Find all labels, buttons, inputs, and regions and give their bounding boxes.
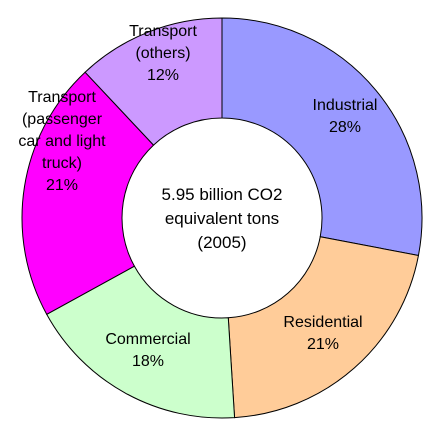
slice-label: Industrial 28%	[313, 97, 378, 136]
slice-label-line: truck)	[42, 155, 82, 172]
slice-label-line: Transport	[129, 23, 197, 40]
donut-slices	[21, 17, 423, 419]
slice-transport-passenger-car-and-light-truck	[21, 71, 155, 316]
slice-label-line: (others)	[135, 45, 190, 62]
slice-label: Commercial 18%	[105, 331, 190, 370]
center-label-line: 5.95 billion CO2	[162, 185, 283, 204]
slice-label-line: 12%	[147, 67, 179, 84]
slice-label-line: (passenger	[22, 111, 103, 128]
slice-residential	[227, 236, 420, 419]
slice-label-line: 28%	[329, 119, 361, 136]
slice-label-line: car and light	[18, 133, 106, 150]
center-label-line: equivalent tons	[165, 209, 279, 228]
center-label: 5.95 billion CO2 equivalent tons (2005)	[162, 185, 283, 252]
slice-industrial	[221, 17, 423, 257]
slice-label-line: Residential	[283, 314, 362, 331]
center-label-line: (2005)	[197, 233, 246, 252]
slice-label-line: 18%	[132, 353, 164, 370]
slice-label-line: 21%	[46, 177, 78, 194]
slice-label: Transport (passenger car and light truck) 21…	[18, 89, 106, 194]
slice-label-line: Industrial	[313, 97, 378, 114]
slice-label-line: Transport	[28, 89, 96, 106]
slice-commercial	[46, 265, 236, 419]
slice-transport-others	[84, 17, 223, 146]
slice-labels: Industrial 28% Residential 21% Commercial 18%…	[18, 23, 377, 370]
slice-label-line: Commercial	[105, 331, 190, 348]
slice-label: Transport (others) 12%	[129, 23, 197, 84]
slice-label: Residential 21%	[283, 314, 362, 353]
slice-label-line: 21%	[307, 336, 339, 353]
